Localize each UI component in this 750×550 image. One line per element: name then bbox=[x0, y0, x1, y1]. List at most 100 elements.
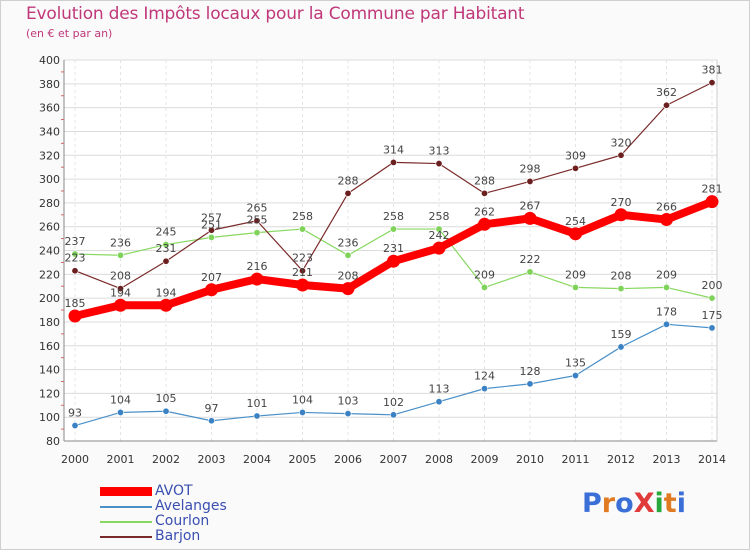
data-label-avot: 194 bbox=[110, 286, 131, 299]
data-label-barjon: 231 bbox=[156, 242, 177, 255]
data-point-barjon bbox=[344, 189, 352, 197]
data-point-avelanges bbox=[389, 411, 397, 419]
data-label-barjon: 265 bbox=[247, 202, 268, 215]
y-tick-label: 400 bbox=[39, 54, 60, 67]
logo-letter: i bbox=[654, 488, 664, 519]
y-tick-label: 300 bbox=[39, 173, 60, 186]
data-point-avot bbox=[341, 282, 355, 296]
data-label-barjon: 223 bbox=[65, 252, 86, 265]
data-point-barjon bbox=[526, 177, 534, 185]
data-label-avot: 207 bbox=[201, 271, 222, 284]
data-point-courlon bbox=[708, 294, 716, 302]
y-tick-label: 320 bbox=[39, 149, 60, 162]
data-label-courlon: 251 bbox=[201, 218, 222, 231]
logo-letter: P bbox=[582, 488, 602, 519]
data-label-avot: 231 bbox=[383, 242, 404, 255]
data-point-courlon bbox=[571, 283, 579, 291]
x-tick-label: 2007 bbox=[380, 453, 408, 466]
x-tick-label: 2003 bbox=[198, 453, 226, 466]
data-label-courlon: 236 bbox=[110, 236, 131, 249]
data-point-avelanges bbox=[162, 407, 170, 415]
data-point-avelanges bbox=[117, 408, 125, 416]
data-point-avot bbox=[114, 298, 127, 312]
data-point-avelanges bbox=[435, 398, 443, 406]
data-point-courlon bbox=[435, 225, 443, 233]
data-label-courlon: 245 bbox=[156, 226, 177, 239]
data-point-barjon bbox=[253, 217, 261, 225]
x-tick-label: 2004 bbox=[243, 453, 271, 466]
data-point-avot bbox=[660, 213, 673, 227]
data-point-courlon bbox=[298, 225, 306, 233]
data-label-courlon: 258 bbox=[429, 210, 450, 223]
data-label-avot: 267 bbox=[520, 199, 541, 212]
y-tick-label: 260 bbox=[39, 221, 60, 234]
legend-swatch-avot bbox=[100, 487, 152, 496]
data-label-avot: 211 bbox=[292, 266, 313, 279]
data-label-avot: 266 bbox=[656, 201, 677, 214]
data-point-barjon bbox=[117, 285, 125, 293]
legend-label-courlon: Courlon bbox=[155, 513, 210, 529]
legend-swatch-avelanges bbox=[100, 506, 152, 508]
data-label-avot: 270 bbox=[611, 196, 632, 209]
data-label-courlon: 236 bbox=[338, 236, 359, 249]
data-label-barjon: 309 bbox=[565, 149, 586, 162]
data-point-avelanges bbox=[480, 385, 488, 393]
y-tick-label: 360 bbox=[39, 102, 60, 115]
x-tick-label: 2014 bbox=[698, 453, 726, 466]
y-tick-label: 180 bbox=[39, 316, 60, 329]
data-label-avelanges: 124 bbox=[474, 370, 495, 383]
data-label-avot: 194 bbox=[156, 286, 177, 299]
data-point-avot bbox=[387, 254, 400, 268]
data-label-barjon: 381 bbox=[702, 64, 723, 77]
logo-letter: r bbox=[601, 488, 616, 519]
data-label-avelanges: 93 bbox=[68, 407, 82, 420]
y-tick-label: 120 bbox=[39, 387, 60, 400]
data-point-avelanges bbox=[298, 408, 306, 416]
data-point-courlon bbox=[162, 241, 170, 249]
data-point-courlon bbox=[71, 250, 79, 258]
data-point-barjon bbox=[162, 257, 170, 265]
legend-label-barjon: Barjon bbox=[155, 528, 201, 544]
data-point-barjon bbox=[389, 158, 397, 166]
x-tick-label: 2008 bbox=[425, 453, 453, 466]
y-tick-label: 280 bbox=[39, 197, 60, 210]
data-label-avot: 262 bbox=[474, 205, 495, 218]
data-label-avot: 216 bbox=[247, 260, 268, 273]
data-label-barjon: 298 bbox=[520, 162, 541, 175]
y-tick-label: 220 bbox=[39, 268, 60, 281]
data-point-courlon bbox=[662, 283, 670, 291]
y-tick-label: 340 bbox=[39, 125, 60, 138]
data-point-barjon bbox=[480, 189, 488, 197]
proxiti-logo: ProXiti bbox=[582, 488, 686, 519]
data-point-courlon bbox=[389, 225, 397, 233]
data-point-avelanges bbox=[662, 320, 670, 328]
logo-letter: o bbox=[615, 488, 634, 519]
data-point-courlon bbox=[617, 285, 625, 293]
data-label-avelanges: 128 bbox=[520, 365, 541, 378]
legend-label-avelanges: Avelanges bbox=[155, 498, 227, 514]
data-label-courlon: 258 bbox=[383, 210, 404, 223]
data-label-avot: 281 bbox=[702, 183, 723, 196]
data-label-barjon: 288 bbox=[474, 174, 495, 187]
data-point-avot bbox=[478, 217, 491, 231]
data-label-avelanges: 102 bbox=[383, 396, 404, 409]
data-point-courlon bbox=[526, 268, 534, 276]
x-tick-label: 2006 bbox=[334, 453, 362, 466]
x-tick-label: 2000 bbox=[61, 453, 89, 466]
data-label-barjon: 362 bbox=[656, 86, 677, 99]
chart-title: Evolution des Impôts locaux pour la Comm… bbox=[26, 4, 525, 24]
data-point-avot bbox=[614, 208, 628, 222]
legend-label-avot: AVOT bbox=[155, 483, 193, 499]
data-point-barjon bbox=[435, 160, 443, 168]
data-label-courlon: 200 bbox=[702, 279, 723, 292]
data-point-barjon bbox=[298, 267, 306, 275]
chart-subtitle: (en € et par an) bbox=[26, 27, 113, 40]
data-label-courlon: 258 bbox=[292, 210, 313, 223]
data-point-avot bbox=[68, 309, 82, 323]
data-label-avelanges: 159 bbox=[611, 328, 632, 341]
data-point-barjon bbox=[708, 79, 716, 87]
data-point-avot bbox=[205, 283, 218, 297]
x-tick-label: 2009 bbox=[471, 453, 499, 466]
data-label-avot: 254 bbox=[565, 215, 586, 228]
